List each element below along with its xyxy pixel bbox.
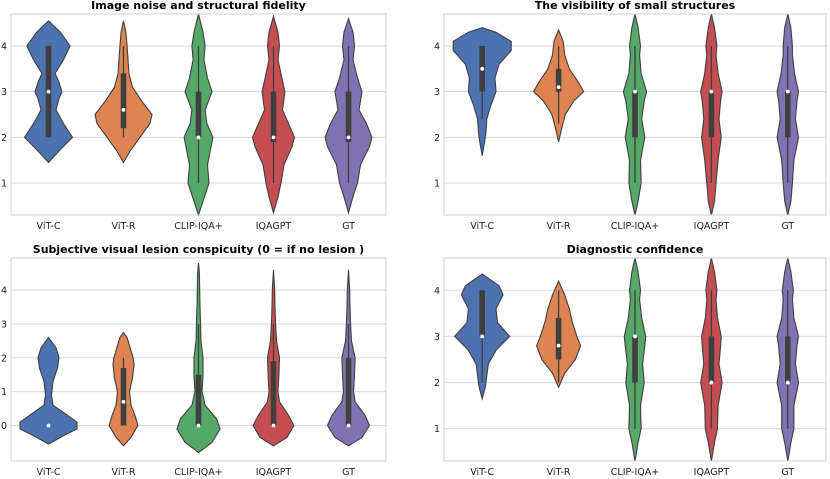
x-tick-label: IQAGPT [694,221,730,232]
iqr-box-clip-iqa [195,374,202,426]
panel-title: The visibility of small structures [535,0,736,12]
y-tick-label: 1 [1,387,7,398]
panel-2: The visibility of small structures 1 2 3 4 Vi… [434,0,827,232]
median-iqagpt [271,423,276,428]
iqr-box-gt [785,91,791,138]
x-tick-label: ViT-C [470,221,494,232]
x-tick-label: GT [781,221,794,232]
x-tick-label: ViT-R [112,467,136,478]
iqr-box-gt [345,91,352,142]
x-tick-label: ViT-R [547,221,571,232]
x-tick-label: ViT-C [37,221,61,232]
x-tick-label: ViT-R [112,221,136,232]
plot-area [10,13,387,216]
y-tick-label: 1 [434,424,440,435]
iqr-box-clip-iqa [632,336,638,383]
median-vit-r [121,399,126,404]
iqr-box-vit-r [120,367,127,426]
y-tick-label: 4 [434,41,440,52]
panel-1: Image noise and structural fidelity 1 2 3 4 V… [1,0,387,232]
y-tick-label: 3 [434,87,440,98]
x-tick-label: GT [781,467,794,478]
iqr-box-iqagpt [270,361,277,426]
x-tick-label: GT [342,467,355,478]
y-tick-label: 3 [434,332,440,343]
x-tick-label: CLIP-IQA+ [611,467,659,478]
iqr-box-vit-r [120,73,127,129]
y-tick-label: 2 [1,133,7,144]
x-tick-label: CLIP-IQA+ [174,467,222,478]
iqr-box-iqagpt [708,91,715,138]
x-tick-label: CLIP-IQA+ [611,221,659,232]
panel-title: Diagnostic confidence [567,243,704,256]
iqr-box-iqagpt [270,91,277,142]
median-vit-c [480,66,485,71]
y-tick-label: 2 [434,133,440,144]
median-iqagpt [709,380,714,385]
iqr-box-vit-r [555,317,562,360]
panel-title: Image noise and structural fidelity [91,0,306,12]
x-tick-label: IQAGPT [256,221,292,232]
median-iqagpt [271,135,276,140]
median-gt [785,380,790,385]
y-tick-label: 3 [1,319,7,330]
median-vit-c [46,89,51,94]
iqr-box-gt [345,357,352,426]
y-tick-label: 1 [1,179,7,190]
median-gt [346,423,351,428]
y-tick-label: 4 [434,286,440,297]
panel-title: Subjective visual lesion conspicuity (0 … [33,243,364,256]
median-vit-c [480,334,485,339]
x-tick-label: ViT-R [547,467,571,478]
median-vit-r [121,108,126,112]
y-tick-label: 1 [434,179,440,190]
x-tick-label: IQAGPT [694,467,730,478]
x-tick-label: ViT-C [470,467,494,478]
x-tick-label: CLIP-IQA+ [174,221,222,232]
plot-area [443,13,827,216]
y-tick-label: 3 [1,87,7,98]
iqr-box-iqagpt [708,336,715,383]
iqr-box-vit-c [479,290,485,337]
median-clip-iqa [633,89,637,94]
median-iqagpt [709,89,714,94]
iqr-box-vit-r [555,68,562,92]
y-tick-label: 4 [1,286,7,297]
violin-vit-c [19,336,78,445]
median-gt [346,135,351,140]
y-tick-label: 2 [1,353,7,364]
median-gt [785,89,790,94]
panel-3: Subjective visual lesion conspicuity (0 … [1,243,387,478]
iqr-box-clip-iqa [632,91,638,138]
panel-4: Diagnostic confidence 1 2 3 4 ViT-C ViT-R CLIP-… [434,243,827,478]
x-tick-label: GT [342,221,355,232]
median-vit-r [556,343,561,348]
iqr-box-gt [785,336,791,383]
x-tick-label: IQAGPT [256,467,292,478]
y-tick-label: 0 [1,421,7,432]
x-tick-label: ViT-C [37,467,61,478]
median-clip-iqa [196,135,201,140]
median-vit-c [46,423,51,428]
iqr-box-clip-iqa [195,91,202,138]
y-tick-label: 2 [434,378,440,389]
plot-area [443,257,827,462]
plot-area [10,257,387,462]
median-clip-iqa [633,334,637,339]
median-clip-iqa [196,423,201,428]
y-tick-label: 4 [1,41,7,52]
median-vit-r [556,85,561,89]
